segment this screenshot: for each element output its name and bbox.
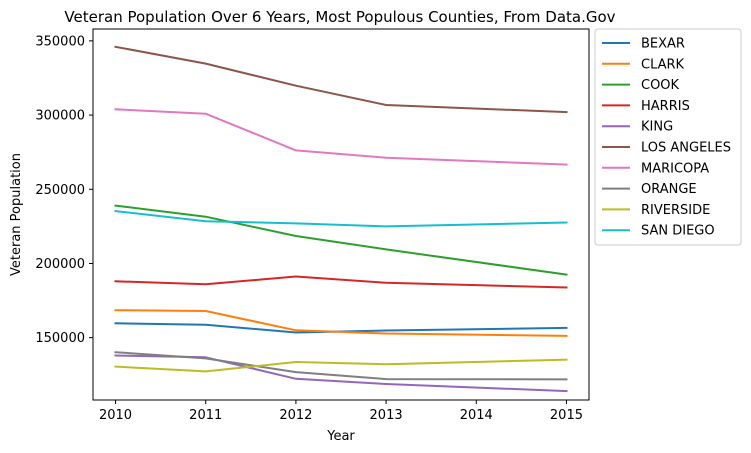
x-tick-label: 2015 <box>550 408 583 423</box>
series-line-san-diego <box>114 209 568 228</box>
legend-label: COOK <box>641 78 680 93</box>
legend-label: BEXAR <box>641 37 685 52</box>
legend-label: KING <box>641 120 673 135</box>
x-tick-label: 2013 <box>370 408 403 423</box>
chart-title: Veteran Population Over 6 Years, Most Po… <box>64 8 615 26</box>
legend-label: RIVERSIDE <box>641 203 710 218</box>
y-tick-label: 200000 <box>35 257 85 272</box>
x-tick-label: 2011 <box>189 408 222 423</box>
legend-label: MARICOPA <box>641 161 709 176</box>
legend-label: LOS ANGELES <box>641 141 731 156</box>
series-line-los-angeles <box>114 45 568 114</box>
x-tick-label: 2014 <box>460 408 493 423</box>
x-tick-label: 2010 <box>99 408 132 423</box>
plot-frame <box>92 28 590 401</box>
series-line-orange <box>114 351 568 381</box>
series-line-harris <box>114 275 568 289</box>
y-tick-label: 300000 <box>35 109 85 124</box>
y-tick-label: 350000 <box>35 34 85 49</box>
y-tick-label: 250000 <box>35 183 85 198</box>
series-line-clark <box>114 309 568 337</box>
series-line-cook <box>114 204 568 276</box>
legend-label: HARRIS <box>641 99 690 114</box>
x-tick-label: 2012 <box>279 408 312 423</box>
legend-frame <box>594 28 742 246</box>
legend-label: CLARK <box>641 57 685 72</box>
x-axis-ticks: 2010 2011 2012 2013 2014 2015 <box>99 400 583 423</box>
series-lines <box>114 45 568 393</box>
y-tick-label: 150000 <box>35 331 85 346</box>
series-line-bexar <box>114 322 568 334</box>
series-line-maricopa <box>114 108 568 166</box>
y-axis-title: Veteran Population <box>9 153 24 276</box>
x-axis-title: Year <box>326 429 355 444</box>
series-line-riverside <box>114 358 568 373</box>
legend: BEXAR CLARK COOK HARRIS KING LOS ANGELES MARIC… <box>594 28 742 246</box>
y-axis-ticks: 150000 200000 250000 300000 350000 <box>35 34 93 346</box>
legend-label: ORANGE <box>641 182 697 197</box>
legend-label: SAN DIEGO <box>641 224 715 239</box>
